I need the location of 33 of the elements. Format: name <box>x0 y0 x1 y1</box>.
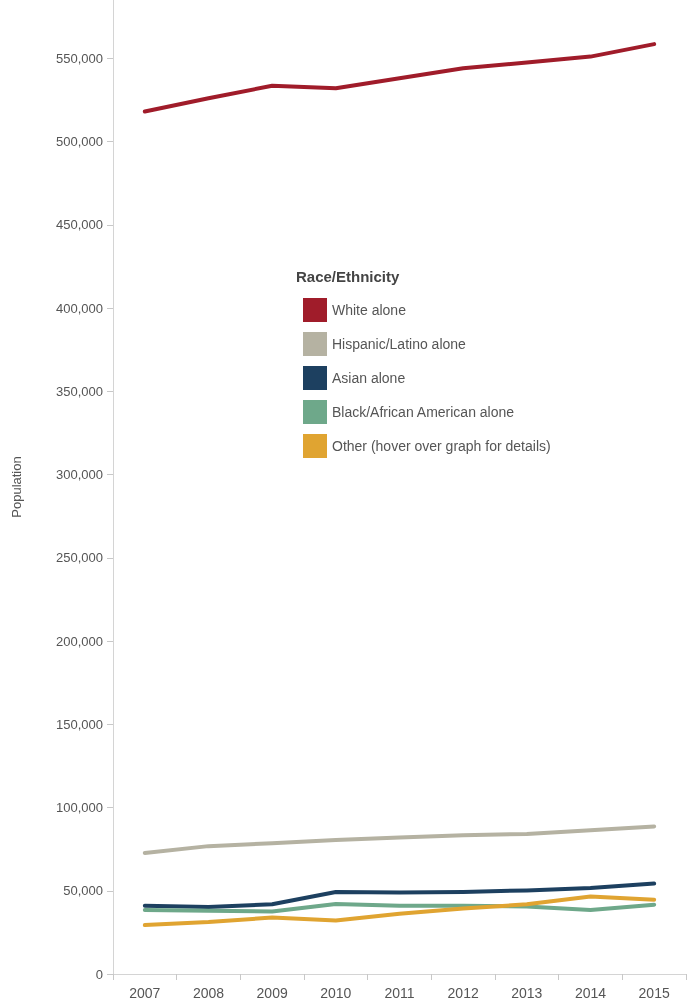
y-tick-label: 350,000 <box>56 383 103 399</box>
y-tick-label: 550,000 <box>56 50 103 66</box>
y-tick-label: 0 <box>95 966 103 982</box>
x-tick-label: 2011 <box>384 985 415 1001</box>
y-tick-label: 100,000 <box>56 800 103 815</box>
x-tick-label: 2008 <box>192 985 225 1001</box>
y-tick-label: 400,000 <box>56 300 103 316</box>
x-tick-label: 2012 <box>447 985 479 1001</box>
legend-title: Race/Ethnicity <box>296 268 401 285</box>
y-tick-label: 50,000 <box>63 883 103 899</box>
legend-label: Black/African American alone <box>332 404 515 420</box>
legend-label: Asian alone <box>332 370 406 386</box>
legend-label: Hispanic/Latino alone <box>332 336 467 352</box>
x-tick-label: 2014 <box>574 985 607 1001</box>
legend-label: White alone <box>332 302 407 318</box>
y-tick-label: 300,000 <box>56 467 103 483</box>
y-tick-label: 200,000 <box>56 633 103 649</box>
legend-label: Other (hover over graph for details) <box>332 438 551 454</box>
x-tick-label: 2013 <box>511 985 543 1001</box>
x-tick-label: 2015 <box>638 985 670 1001</box>
x-tick-label: 2009 <box>256 985 288 1001</box>
x-tick-label: 2007 <box>129 985 161 1001</box>
y-tick-label: 450,000 <box>56 217 103 233</box>
y-tick-label: 500,000 <box>56 134 103 150</box>
x-tick-label: 2010 <box>320 985 352 1001</box>
line-series <box>142 824 657 855</box>
line-series <box>142 902 657 914</box>
line-series <box>142 894 657 928</box>
y-axis-title: Population <box>9 456 24 518</box>
line-series <box>142 42 657 114</box>
y-tick-label: 150,000 <box>56 716 103 732</box>
line-series <box>142 881 657 910</box>
y-tick-label: 250,000 <box>56 550 103 566</box>
